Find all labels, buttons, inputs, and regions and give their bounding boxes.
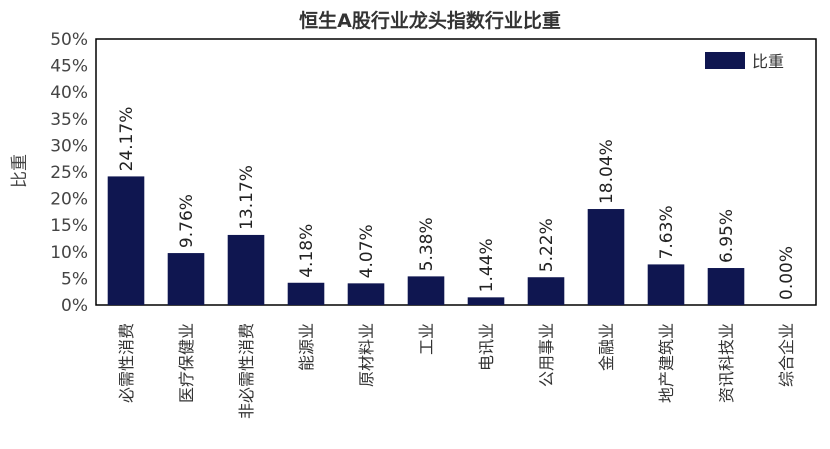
category-label: 能源业 [297,323,316,371]
data-label: 6.95% [717,209,737,263]
plot-area [95,38,817,306]
data-label: 9.76% [177,194,197,248]
data-label: 18.04% [597,139,617,204]
y-tick-label: 25% [50,163,88,183]
y-tick-label: 0% [61,296,88,316]
category-label: 综合企业 [777,323,796,387]
data-label: 24.17% [117,107,137,172]
y-tick-label: 35% [50,110,88,130]
y-tick-label: 40% [50,83,88,103]
y-tick-label: 5% [61,269,88,289]
bar [347,283,385,305]
bar [467,297,505,305]
category-label: 公用事业 [537,323,556,387]
y-tick-label: 15% [50,216,88,236]
y-tick-label: 50% [50,30,88,50]
bar [167,253,205,305]
data-label: 5.38% [417,217,437,271]
y-tick-label: 10% [50,243,88,263]
legend: 比重 [705,52,784,71]
bar [527,277,565,305]
bar [647,264,685,305]
category-labels: 必需性消费 医疗保健业 非必需性消费 能源业 原材料业 工业 电讯业 公用事业 金融业 地产建筑业… [117,323,796,419]
category-label: 必需性消费 [117,323,136,403]
category-label: 医疗保健业 [177,323,196,403]
data-label: 0.00% [777,246,797,300]
data-label: 4.18% [297,224,317,278]
y-tick-label: 45% [50,57,88,77]
data-label: 5.22% [537,218,557,272]
legend-swatch [705,52,745,69]
data-labels: 24.17% 9.76% 13.17% 4.18% 4.07% 5.38% 1.44% 5.2… [117,107,797,300]
data-label: 13.17% [237,165,257,230]
bar [587,209,625,305]
data-label: 4.07% [357,224,377,278]
bar [407,276,445,305]
category-label: 电讯业 [477,323,496,371]
bar [107,176,145,305]
category-label: 非必需性消费 [237,323,256,419]
bar [707,268,745,305]
y-tick-label: 20% [50,190,88,210]
category-label: 地产建筑业 [657,323,676,403]
category-label: 工业 [417,323,436,355]
y-tick-labels: 0% 5% 10% 15% 20% 25% 30% 35% 40% 45% 50% [50,30,88,316]
y-axis-title: 比重 [10,154,30,188]
data-label: 1.44% [477,238,497,292]
bars [107,176,745,305]
category-label: 金融业 [597,323,616,371]
category-label: 资讯科技业 [717,323,736,403]
category-label: 原材料业 [357,323,376,387]
y-tick-label: 30% [50,136,88,156]
chart-title: 恒生A股行业龙头指数行业比重 [299,9,561,32]
bar [227,234,265,305]
legend-label: 比重 [752,52,784,71]
data-label: 7.63% [657,205,677,259]
bar [287,282,325,305]
